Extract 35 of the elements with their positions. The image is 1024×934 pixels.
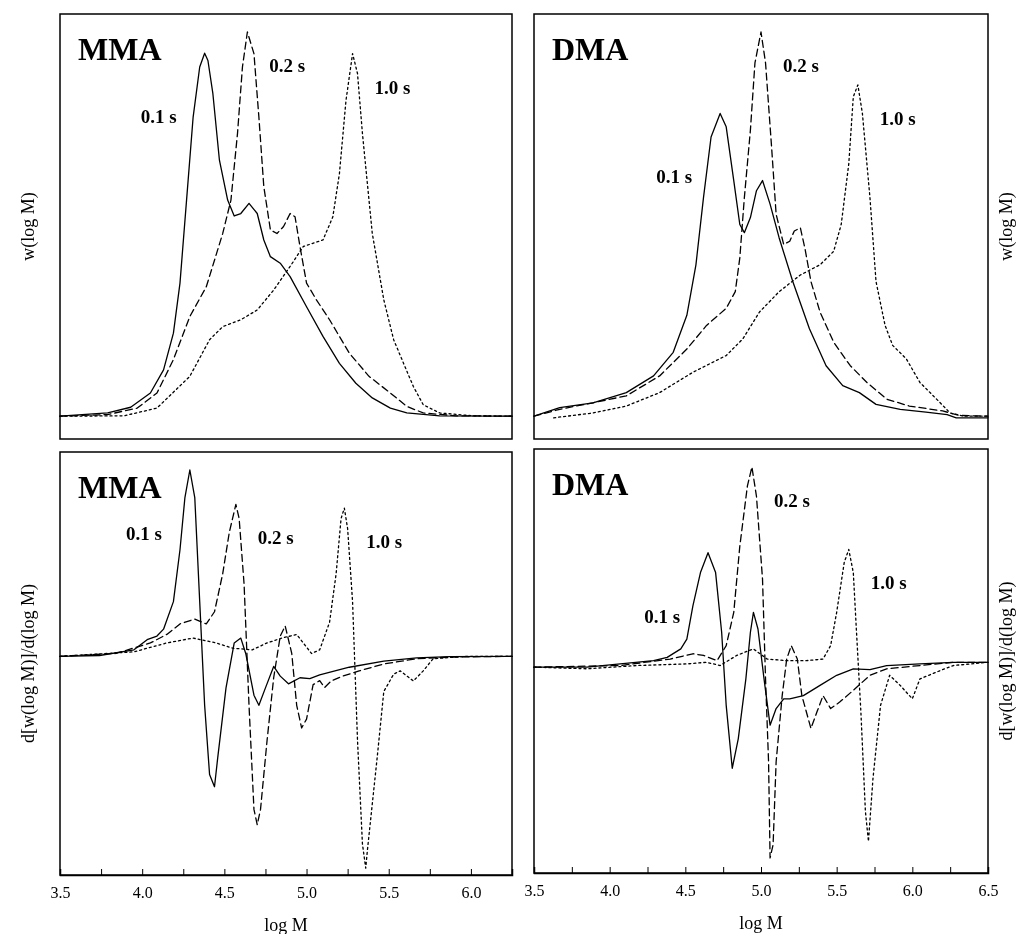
x-axis-title: log M <box>264 915 308 934</box>
chart-title: MMA <box>78 469 162 505</box>
series-label: 0.2 s <box>257 527 294 549</box>
x-tick-label: 3.5 <box>50 884 71 902</box>
y-axis-title: d[w(log M)]/d(log M) <box>18 584 39 743</box>
series-label: 0.2 s <box>783 55 819 76</box>
y-axis-title: w(log M) <box>996 192 1017 261</box>
x-tick-label: 5.5 <box>827 882 848 900</box>
series-label: 0.1 s <box>140 106 177 128</box>
x-tick-label: 5.0 <box>751 882 772 900</box>
x-tick-label: 4.5 <box>675 882 696 900</box>
x-tick-label: 5.0 <box>297 884 318 902</box>
chart-title: DMA <box>552 466 629 502</box>
x-tick-label: 3.5 <box>524 882 545 900</box>
series-label: 0.1 s <box>125 523 162 544</box>
x-tick-label: 6.0 <box>461 884 482 902</box>
x-tick-label: 4.0 <box>600 882 621 900</box>
x-tick-label: 4.0 <box>132 884 153 902</box>
series-label: 1.0 s <box>879 107 916 129</box>
chart-title: DMA <box>552 31 629 67</box>
series-label: 0.2 s <box>269 55 306 76</box>
x-tick-label: 5.5 <box>379 884 400 902</box>
chart-title: MMA <box>78 31 162 67</box>
series-label: 1.0 s <box>870 572 907 594</box>
series-label: 1.0 s <box>366 531 403 553</box>
y-axis-title: w(log M) <box>18 192 39 261</box>
series-label: 0.1 s <box>644 605 681 627</box>
x-tick-label: 6.5 <box>978 882 999 900</box>
y-axis-title: d[w(log M)]/d(log M) <box>996 581 1017 741</box>
x-axis-title: log M <box>739 913 783 933</box>
series-label: 1.0 s <box>374 76 411 98</box>
series-label: 0.1 s <box>656 166 693 188</box>
x-tick-label: 6.0 <box>902 882 923 900</box>
x-tick-label: 4.5 <box>214 884 235 902</box>
series-label: 0.2 s <box>773 490 810 511</box>
